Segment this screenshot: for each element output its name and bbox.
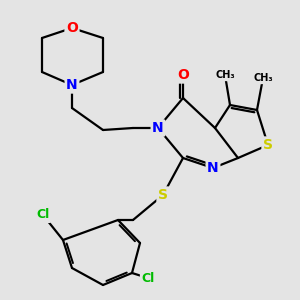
Text: S: S	[263, 138, 273, 152]
Text: Cl: Cl	[36, 208, 50, 221]
Text: CH₃: CH₃	[253, 73, 273, 83]
Text: O: O	[177, 68, 189, 82]
Text: CH₃: CH₃	[215, 70, 235, 80]
Text: S: S	[158, 188, 168, 202]
Text: O: O	[66, 21, 78, 35]
Text: N: N	[207, 161, 219, 175]
Text: N: N	[66, 78, 78, 92]
Text: N: N	[152, 121, 164, 135]
Text: Cl: Cl	[141, 272, 154, 284]
